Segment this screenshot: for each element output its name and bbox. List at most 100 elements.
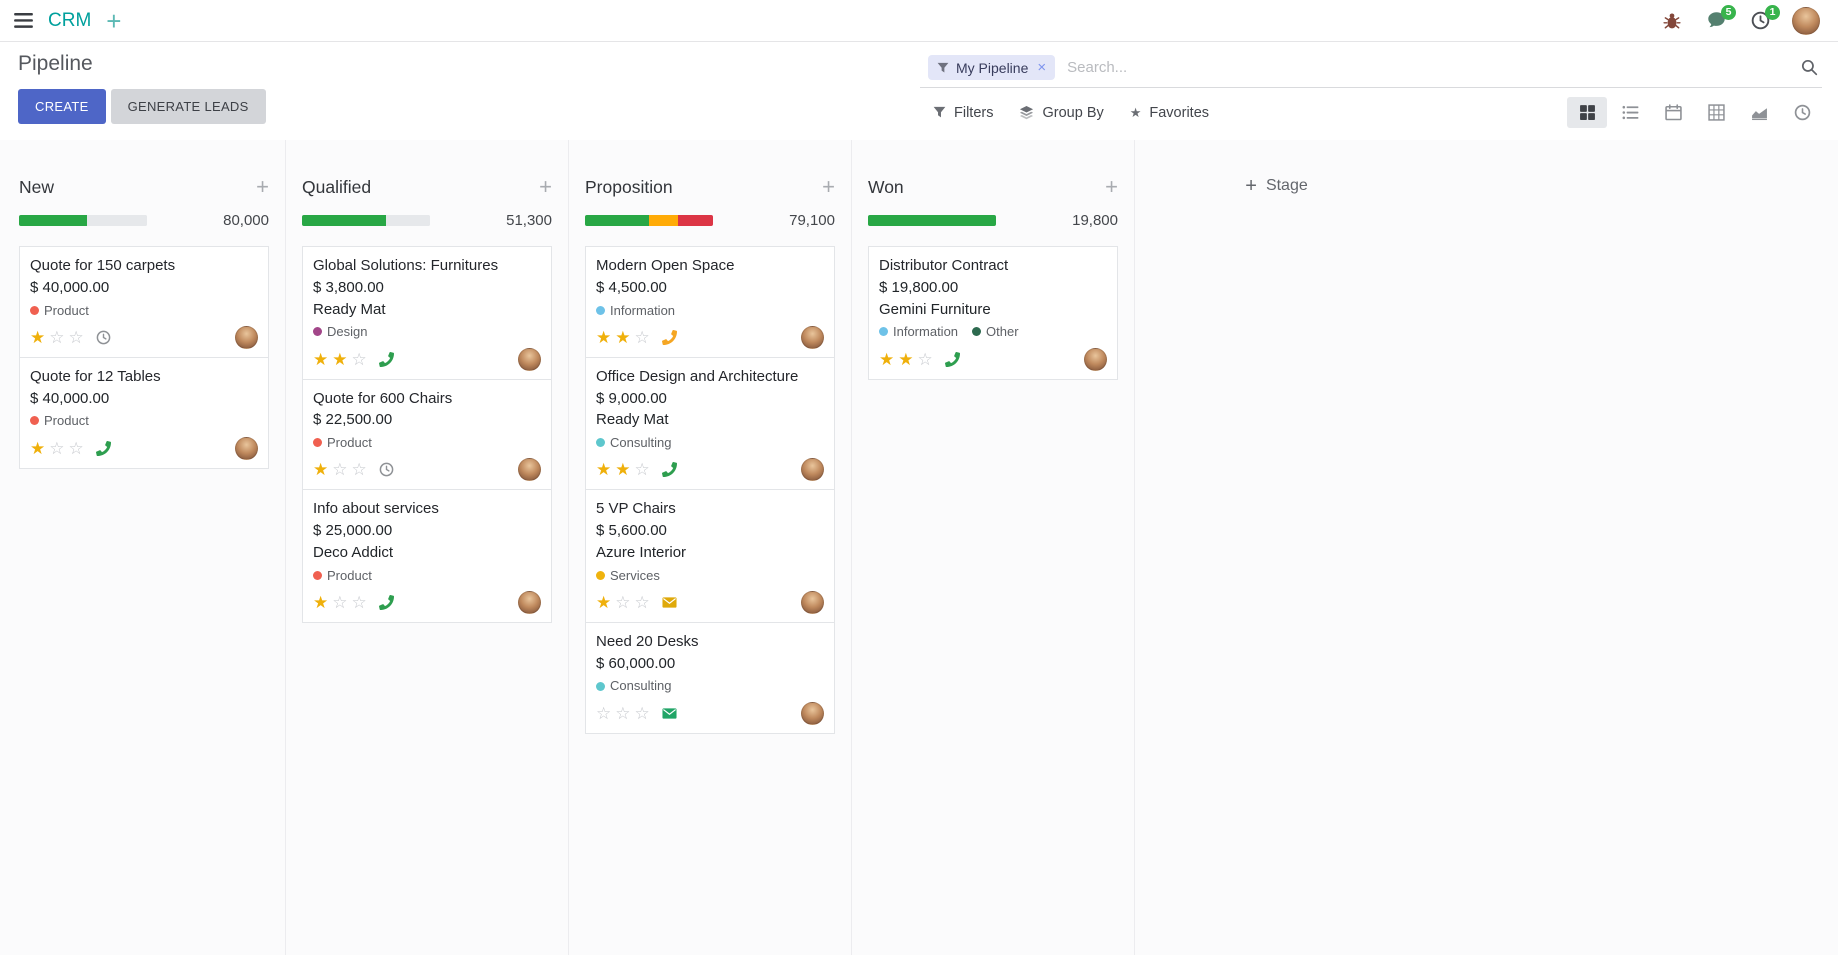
- priority-star[interactable]: ☆: [68, 327, 84, 347]
- card-activity-icon[interactable]: [378, 594, 394, 610]
- priority-star[interactable]: ☆: [351, 349, 367, 369]
- kanban-card[interactable]: Quote for 600 Chairs $ 22,500.00 Product…: [302, 378, 552, 491]
- priority-star[interactable]: ☆: [332, 592, 348, 612]
- priority-star[interactable]: ☆: [332, 460, 348, 480]
- card-activity-icon[interactable]: [661, 329, 677, 345]
- priority-star[interactable]: ★: [313, 592, 329, 612]
- priority-star[interactable]: ★: [596, 460, 612, 480]
- priority-star[interactable]: ★: [879, 349, 895, 369]
- activity-view-button[interactable]: [1782, 97, 1822, 128]
- progress-segment[interactable]: [649, 215, 679, 226]
- column-progressbar[interactable]: [19, 215, 147, 226]
- card-avatar[interactable]: [801, 701, 824, 725]
- column-title[interactable]: New: [19, 176, 55, 197]
- priority-star[interactable]: ★: [313, 349, 329, 369]
- create-button[interactable]: CREATE: [18, 89, 106, 124]
- priority-star[interactable]: ★: [596, 327, 612, 347]
- card-avatar[interactable]: [801, 458, 824, 482]
- kanban-card[interactable]: 5 VP Chairs $ 5,600.00 Azure Interior Se…: [585, 489, 835, 623]
- card-activity-icon[interactable]: [662, 595, 677, 610]
- progress-segment[interactable]: [19, 215, 87, 226]
- card-activity-icon[interactable]: [95, 440, 111, 456]
- kanban-card[interactable]: Need 20 Desks $ 60,000.00 Consulting ☆ ☆ ☆: [585, 621, 835, 734]
- card-activity-icon[interactable]: [662, 706, 677, 721]
- graph-view-button[interactable]: [1739, 97, 1779, 128]
- hamburger-menu-icon[interactable]: [14, 13, 33, 28]
- kanban-card[interactable]: Quote for 12 Tables $ 40,000.00 Product …: [19, 356, 269, 469]
- card-activity-icon[interactable]: [96, 330, 111, 345]
- priority-star[interactable]: ☆: [634, 592, 650, 612]
- calendar-view-button[interactable]: [1653, 97, 1693, 128]
- messages-icon[interactable]: 5: [1704, 4, 1736, 35]
- card-activity-icon[interactable]: [944, 351, 960, 367]
- card-activity-icon[interactable]: [379, 462, 394, 477]
- search-bar[interactable]: My Pipeline ×: [920, 55, 1822, 88]
- column-title[interactable]: Qualified: [302, 176, 372, 197]
- group-by-button[interactable]: Group By: [1006, 99, 1116, 127]
- priority-star[interactable]: ☆: [917, 349, 933, 369]
- priority-star[interactable]: ★: [898, 349, 914, 369]
- progress-segment[interactable]: [386, 215, 430, 226]
- priority-star[interactable]: ★: [313, 460, 329, 480]
- priority-star[interactable]: ☆: [49, 327, 65, 347]
- priority-star[interactable]: ★: [615, 327, 631, 347]
- generate-leads-button[interactable]: GENERATE LEADS: [110, 89, 266, 124]
- priority-star[interactable]: ★: [30, 327, 46, 347]
- bug-icon[interactable]: [1660, 7, 1684, 35]
- priority-star[interactable]: ☆: [634, 460, 650, 480]
- card-avatar[interactable]: [801, 325, 824, 349]
- card-activity-icon[interactable]: [661, 462, 677, 478]
- column-title[interactable]: Proposition: [585, 176, 673, 197]
- priority-star[interactable]: ★: [615, 460, 631, 480]
- priority-star[interactable]: ☆: [351, 460, 367, 480]
- priority-star[interactable]: ☆: [615, 703, 631, 723]
- favorites-button[interactable]: ★ Favorites: [1117, 99, 1222, 127]
- column-progressbar[interactable]: [585, 215, 713, 226]
- facet-remove-button[interactable]: ×: [1037, 59, 1047, 76]
- card-avatar[interactable]: [518, 458, 541, 482]
- column-progressbar[interactable]: [868, 215, 996, 226]
- user-avatar[interactable]: [1792, 6, 1820, 35]
- card-avatar[interactable]: [518, 347, 541, 371]
- priority-star[interactable]: ★: [596, 592, 612, 612]
- column-add-button[interactable]: +: [1105, 174, 1118, 199]
- kanban-card[interactable]: Modern Open Space $ 4,500.00 Information…: [585, 246, 835, 358]
- priority-star[interactable]: ☆: [634, 703, 650, 723]
- filters-button[interactable]: Filters: [920, 99, 1006, 127]
- column-title[interactable]: Won: [868, 176, 904, 197]
- priority-star[interactable]: ☆: [68, 438, 84, 458]
- plus-icon[interactable]: +: [106, 5, 122, 36]
- priority-star[interactable]: ★: [332, 349, 348, 369]
- kanban-card[interactable]: Quote for 150 carpets $ 40,000.00 Produc…: [19, 246, 269, 358]
- search-icon[interactable]: [1801, 59, 1818, 76]
- card-avatar[interactable]: [801, 590, 824, 614]
- app-name[interactable]: CRM: [48, 9, 92, 31]
- card-avatar[interactable]: [518, 590, 541, 614]
- add-stage-button[interactable]: + Stage: [1245, 176, 1308, 196]
- card-avatar[interactable]: [1084, 347, 1107, 371]
- progress-segment[interactable]: [86, 215, 147, 226]
- card-activity-icon[interactable]: [378, 351, 394, 367]
- kanban-card[interactable]: Distributor Contract $ 19,800.00 Gemini …: [868, 246, 1118, 380]
- progress-segment[interactable]: [678, 215, 713, 226]
- kanban-card[interactable]: Office Design and Architecture $ 9,000.0…: [585, 356, 835, 491]
- kanban-view-button[interactable]: [1567, 97, 1607, 128]
- search-input[interactable]: [1065, 58, 1791, 77]
- card-avatar[interactable]: [235, 325, 258, 349]
- priority-star[interactable]: ☆: [634, 327, 650, 347]
- activities-icon[interactable]: 1: [1748, 4, 1780, 35]
- progress-segment[interactable]: [868, 215, 996, 226]
- priority-star[interactable]: ☆: [351, 592, 367, 612]
- card-avatar[interactable]: [235, 436, 258, 460]
- kanban-card[interactable]: Global Solutions: Furnitures $ 3,800.00 …: [302, 246, 552, 380]
- search-facet[interactable]: My Pipeline ×: [928, 55, 1056, 80]
- column-progressbar[interactable]: [302, 215, 430, 226]
- pivot-view-button[interactable]: [1696, 97, 1736, 128]
- priority-star[interactable]: ☆: [49, 438, 65, 458]
- column-add-button[interactable]: +: [539, 174, 552, 199]
- column-add-button[interactable]: +: [822, 174, 835, 199]
- priority-star[interactable]: ★: [30, 438, 46, 458]
- priority-star[interactable]: ☆: [615, 592, 631, 612]
- list-view-button[interactable]: [1610, 97, 1650, 128]
- progress-segment[interactable]: [585, 215, 649, 226]
